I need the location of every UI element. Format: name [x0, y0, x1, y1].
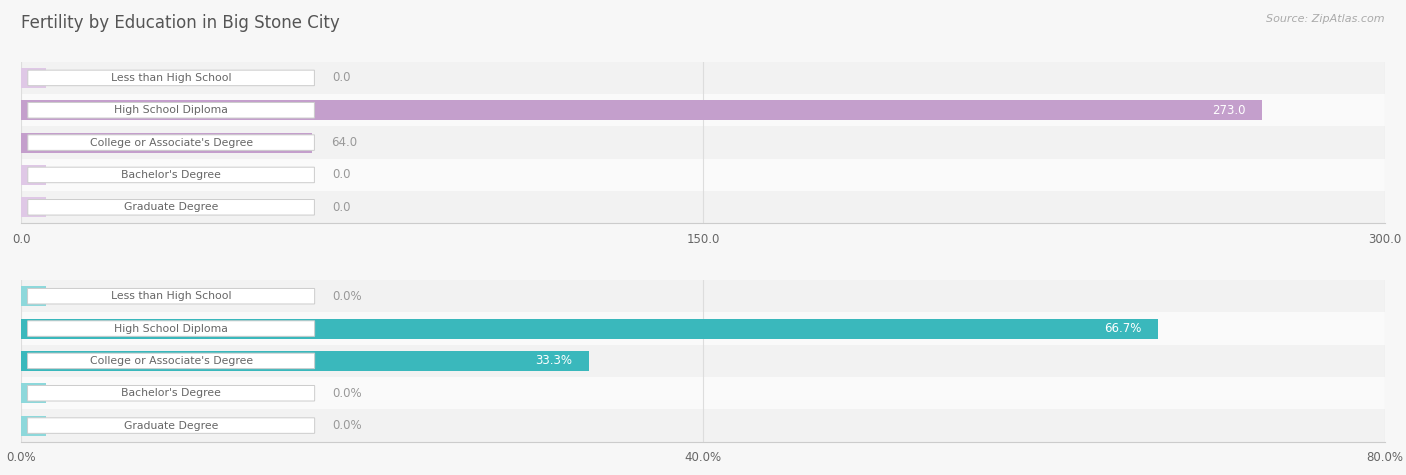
Bar — [21, 159, 1385, 191]
Text: 33.3%: 33.3% — [536, 354, 572, 367]
Bar — [21, 319, 1159, 339]
Bar — [21, 280, 1385, 313]
FancyBboxPatch shape — [28, 70, 315, 86]
Text: Source: ZipAtlas.com: Source: ZipAtlas.com — [1267, 14, 1385, 24]
Text: High School Diploma: High School Diploma — [114, 323, 228, 333]
Text: High School Diploma: High School Diploma — [114, 105, 228, 115]
Text: Graduate Degree: Graduate Degree — [124, 202, 218, 212]
Bar — [21, 383, 45, 403]
FancyBboxPatch shape — [28, 167, 315, 183]
Bar — [21, 191, 1385, 223]
Text: 64.0: 64.0 — [330, 136, 357, 149]
FancyBboxPatch shape — [28, 103, 315, 118]
FancyBboxPatch shape — [28, 321, 315, 336]
Text: Less than High School: Less than High School — [111, 73, 232, 83]
Text: 0.0%: 0.0% — [332, 290, 361, 303]
Bar — [21, 416, 45, 436]
Text: Bachelor's Degree: Bachelor's Degree — [121, 388, 221, 398]
Bar — [21, 409, 1385, 442]
FancyBboxPatch shape — [28, 200, 315, 215]
Text: Bachelor's Degree: Bachelor's Degree — [121, 170, 221, 180]
Text: Fertility by Education in Big Stone City: Fertility by Education in Big Stone City — [21, 14, 340, 32]
Text: 0.0: 0.0 — [332, 201, 350, 214]
Bar — [21, 345, 1385, 377]
Text: 0.0%: 0.0% — [332, 387, 361, 400]
Bar — [21, 286, 45, 306]
Text: Graduate Degree: Graduate Degree — [124, 420, 218, 430]
Bar — [21, 68, 45, 88]
Text: College or Associate's Degree: College or Associate's Degree — [90, 356, 253, 366]
Bar — [21, 165, 45, 185]
Bar — [21, 62, 1385, 94]
Text: College or Associate's Degree: College or Associate's Degree — [90, 138, 253, 148]
Bar — [21, 94, 1385, 126]
Bar — [21, 100, 1263, 120]
FancyBboxPatch shape — [28, 353, 315, 369]
Bar — [21, 377, 1385, 409]
Bar — [21, 126, 1385, 159]
FancyBboxPatch shape — [28, 418, 315, 433]
FancyBboxPatch shape — [28, 386, 315, 401]
Text: 0.0%: 0.0% — [332, 419, 361, 432]
Text: 0.0: 0.0 — [332, 71, 350, 85]
Text: 0.0: 0.0 — [332, 169, 350, 181]
Bar — [21, 133, 312, 152]
Bar — [21, 197, 45, 217]
FancyBboxPatch shape — [28, 288, 315, 304]
Bar — [21, 351, 589, 371]
Text: Less than High School: Less than High School — [111, 291, 232, 301]
Text: 273.0: 273.0 — [1212, 104, 1246, 117]
Bar — [21, 313, 1385, 345]
FancyBboxPatch shape — [28, 135, 315, 151]
Text: 66.7%: 66.7% — [1105, 322, 1142, 335]
